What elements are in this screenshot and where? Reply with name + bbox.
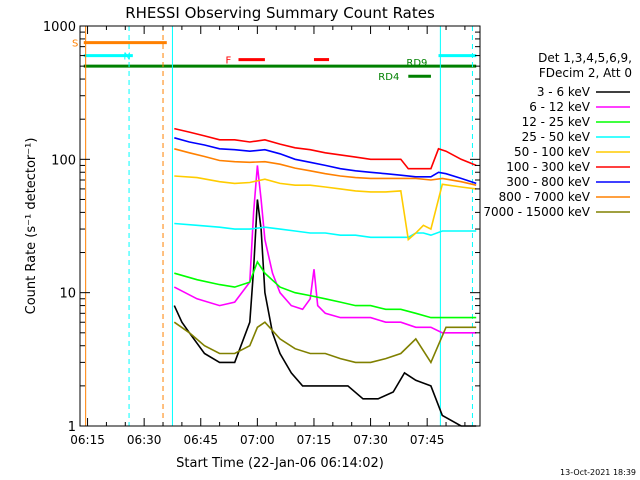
legend-label-7000-15000-kev: 7000 - 15000 keV	[483, 205, 590, 219]
chart-title: RHESSI Observing Summary Count Rates	[125, 4, 435, 22]
series-line-3-6-kev	[173, 199, 477, 427]
flag-label-rd4: RD4	[378, 72, 399, 83]
x-tick-label: 06:30	[127, 433, 162, 447]
info-line-2: FDecim 2, Att 0	[539, 66, 632, 80]
flag-layer: S N RD9 RD4 F	[72, 39, 477, 83]
series-layer	[173, 127, 477, 427]
x-tick-label: 07:30	[353, 433, 388, 447]
series-line-7000-15000-kev	[173, 321, 477, 365]
series-line-50-100-kev	[174, 175, 477, 242]
x-tick-label: 06:45	[183, 433, 218, 447]
legend-label-300-800-kev: 300 - 800 keV	[506, 175, 590, 189]
flag-label-f: F	[225, 56, 231, 67]
legend-label-25-50-kev: 25 - 50 keV	[522, 130, 591, 144]
legend-label-100-300-kev: 100 - 300 keV	[506, 160, 590, 174]
flag-label-s: S	[72, 39, 78, 50]
series-line-800-7000-kev	[174, 148, 477, 186]
x-tick-label: 07:00	[240, 433, 275, 447]
info-line-1: Det 1,3,4,5,6,9,	[538, 51, 632, 65]
axis-ticks: 06:15 06:30 06:45 07:00 07:15 07:30 07:45 1 10 10…	[43, 20, 480, 447]
y-axis-label: Count Rate (s⁻¹ detector⁻¹)	[24, 138, 39, 315]
y-tick-label: 10	[59, 287, 76, 302]
x-tick-label: 06:15	[70, 433, 105, 447]
series-line-6-12-kev	[173, 165, 477, 334]
legend-label-6-12-kev: 6 - 12 keV	[529, 100, 591, 114]
legend-label-50-100-kev: 50 - 100 keV	[514, 145, 591, 159]
y-tick-label: 1000	[43, 20, 76, 35]
series-line-25-50-kev	[174, 222, 477, 239]
y-tick-label: 100	[51, 153, 76, 168]
timestamp: 13-Oct-2021 18:39	[560, 468, 636, 477]
plot-frame	[79, 25, 481, 427]
series-line-300-800-kev	[174, 137, 477, 185]
legend-label-12-25-kev: 12 - 25 keV	[522, 115, 591, 129]
x-tick-label: 07:15	[297, 433, 332, 447]
series-line-12-25-kev	[174, 260, 477, 319]
flag-label-rd9: RD9	[406, 58, 427, 69]
y-tick-label: 1	[68, 420, 76, 435]
legend-label-800-7000-kev: 800 - 7000 keV	[499, 190, 591, 204]
flag-label-n: N	[123, 52, 130, 63]
x-tick-label: 07:45	[410, 433, 445, 447]
vline-layer	[85, 26, 473, 426]
x-axis-label: Start Time (22-Jan-06 06:14:02)	[176, 456, 384, 471]
series-line-100-300-kev	[174, 127, 477, 170]
legend-label-3-6-kev: 3 - 6 keV	[537, 85, 591, 99]
